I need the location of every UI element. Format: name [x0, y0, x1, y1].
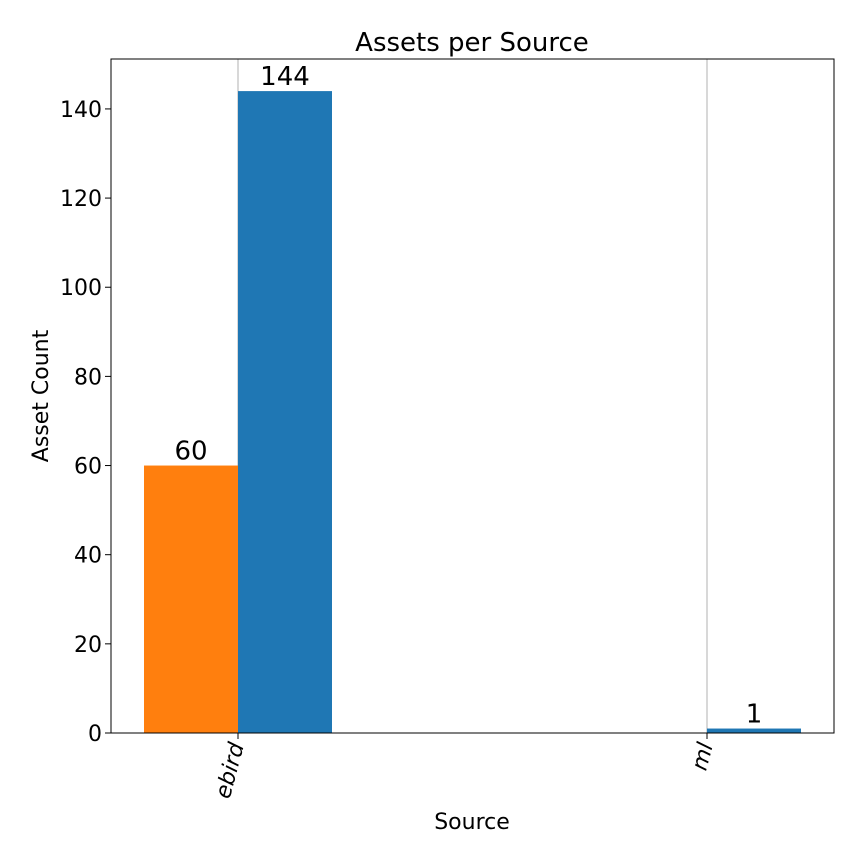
- plot-frame: [110, 58, 835, 734]
- data-label-ebird-1: 144: [260, 62, 310, 92]
- y-tick-label: 100: [60, 276, 102, 301]
- data-label-ml-1: 1: [746, 700, 763, 730]
- y-tick-label: 0: [88, 722, 102, 747]
- x-axis-label: Source: [434, 810, 510, 835]
- y-tick-label: 60: [74, 455, 102, 480]
- x-axis-ticks: ebird ml: [211, 733, 719, 801]
- chart-title: Assets per Source: [355, 28, 589, 58]
- data-label-ebird-0: 60: [174, 437, 207, 467]
- y-axis-ticks: 0 20 40 60 80 100 120 140: [60, 98, 111, 747]
- bars: [144, 91, 801, 734]
- x-tick-label-ebird: ebird: [211, 739, 250, 801]
- data-labels: 60 144 1: [174, 62, 762, 729]
- bar-ebird-1: [238, 91, 332, 734]
- y-tick-label: 140: [60, 98, 102, 123]
- y-tick-label: 80: [74, 365, 102, 390]
- y-axis-label: Asset Count: [29, 329, 54, 462]
- x-tick-label-ml: ml: [688, 740, 719, 773]
- y-tick-label: 40: [74, 544, 102, 569]
- bar-ml-1: [707, 728, 801, 733]
- y-tick-label: 120: [60, 187, 102, 212]
- bar-ebird-0: [144, 465, 238, 733]
- y-tick-label: 20: [74, 633, 102, 658]
